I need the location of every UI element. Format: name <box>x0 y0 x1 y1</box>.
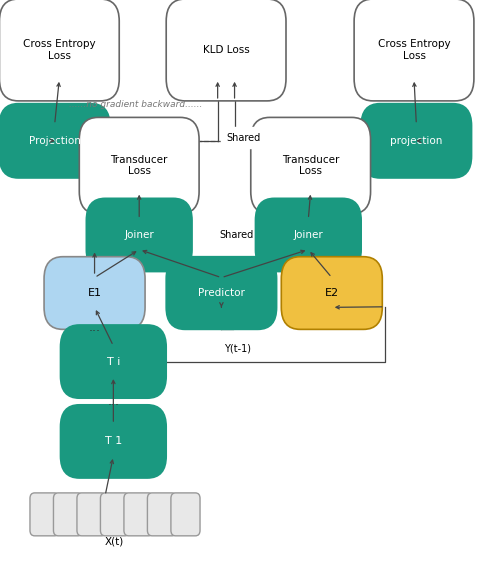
Text: Y(t-1): Y(t-1) <box>224 343 251 353</box>
FancyBboxPatch shape <box>86 198 192 271</box>
FancyBboxPatch shape <box>354 0 474 101</box>
FancyBboxPatch shape <box>0 103 110 178</box>
Text: Shared: Shared <box>219 230 254 239</box>
Text: ......no gradient backward......: ......no gradient backward...... <box>69 99 203 108</box>
Text: T i: T i <box>107 356 120 366</box>
FancyBboxPatch shape <box>60 325 166 398</box>
FancyBboxPatch shape <box>124 493 153 536</box>
FancyBboxPatch shape <box>53 493 83 536</box>
Text: KLD Loss: KLD Loss <box>203 45 250 55</box>
Text: T 1: T 1 <box>105 437 122 446</box>
FancyBboxPatch shape <box>255 198 361 271</box>
FancyBboxPatch shape <box>79 117 199 214</box>
Text: Joiner: Joiner <box>293 230 323 240</box>
FancyBboxPatch shape <box>77 493 106 536</box>
Text: Predictor: Predictor <box>198 288 245 298</box>
Text: E1: E1 <box>87 288 102 298</box>
Text: Joiner: Joiner <box>124 230 154 240</box>
Text: Projection: Projection <box>29 136 81 146</box>
Text: Cross Entropy
Loss: Cross Entropy Loss <box>378 39 450 61</box>
Text: E2: E2 <box>325 288 339 298</box>
FancyBboxPatch shape <box>166 257 276 329</box>
FancyBboxPatch shape <box>0 0 119 101</box>
Text: Shared: Shared <box>227 133 261 143</box>
Text: Cross Entropy
Loss: Cross Entropy Loss <box>23 39 96 61</box>
FancyBboxPatch shape <box>171 493 200 536</box>
Text: Transducer
Loss: Transducer Loss <box>282 155 339 176</box>
FancyBboxPatch shape <box>60 405 166 478</box>
FancyBboxPatch shape <box>281 257 382 329</box>
Text: projection: projection <box>390 136 443 146</box>
Text: ...: ... <box>89 321 101 334</box>
Text: ...: ... <box>108 395 120 408</box>
Text: X(t): X(t) <box>105 537 124 547</box>
Text: Transducer
Loss: Transducer Loss <box>110 155 168 176</box>
FancyBboxPatch shape <box>44 257 145 329</box>
FancyBboxPatch shape <box>30 493 59 536</box>
FancyBboxPatch shape <box>361 103 471 178</box>
FancyBboxPatch shape <box>147 493 177 536</box>
FancyBboxPatch shape <box>251 117 371 214</box>
FancyBboxPatch shape <box>100 493 130 536</box>
FancyBboxPatch shape <box>166 0 286 101</box>
